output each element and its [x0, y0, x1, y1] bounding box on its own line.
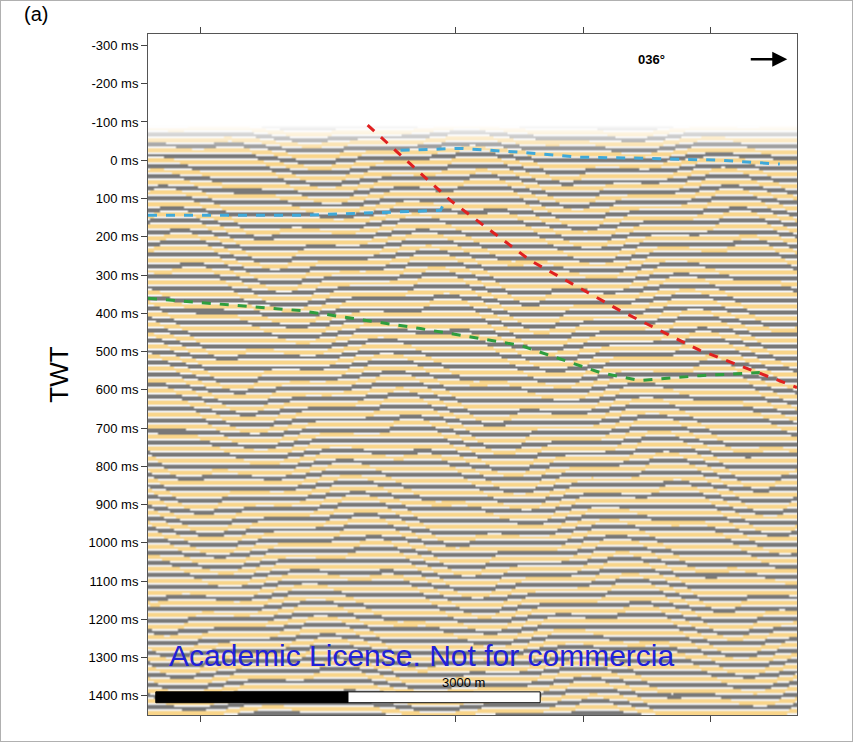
svg-text:0 ms: 0 ms: [110, 153, 139, 168]
svg-text:300 ms: 300 ms: [96, 268, 139, 283]
svg-text:Academic License. Not for comm: Academic License. Not for commercia: [169, 639, 674, 672]
svg-text:1100 ms: 1100 ms: [89, 574, 138, 589]
svg-text:700 ms: 700 ms: [96, 421, 139, 436]
svg-text:-200 ms: -200 ms: [91, 76, 138, 91]
svg-text:-100 ms: -100 ms: [91, 115, 138, 130]
svg-text:1200 ms: 1200 ms: [89, 612, 139, 627]
svg-text:1400 ms: 1400 ms: [89, 688, 139, 703]
svg-text:600 ms: 600 ms: [96, 382, 139, 397]
svg-text:500 ms: 500 ms: [96, 344, 139, 359]
svg-text:400 ms: 400 ms: [96, 306, 139, 321]
svg-text:-300 ms: -300 ms: [91, 38, 138, 53]
svg-text:1300 ms: 1300 ms: [89, 650, 139, 665]
svg-text:900 ms: 900 ms: [96, 497, 139, 512]
svg-text:TWT: TWT: [44, 346, 74, 402]
svg-text:800 ms: 800 ms: [96, 459, 139, 474]
svg-text:200 ms: 200 ms: [96, 229, 139, 244]
svg-text:3000 m: 3000 m: [442, 675, 485, 690]
svg-text:100 ms: 100 ms: [96, 191, 139, 206]
svg-text:1000 ms: 1000 ms: [89, 535, 139, 550]
svg-text:(a): (a): [24, 3, 48, 25]
svg-text:036°: 036°: [638, 52, 665, 67]
